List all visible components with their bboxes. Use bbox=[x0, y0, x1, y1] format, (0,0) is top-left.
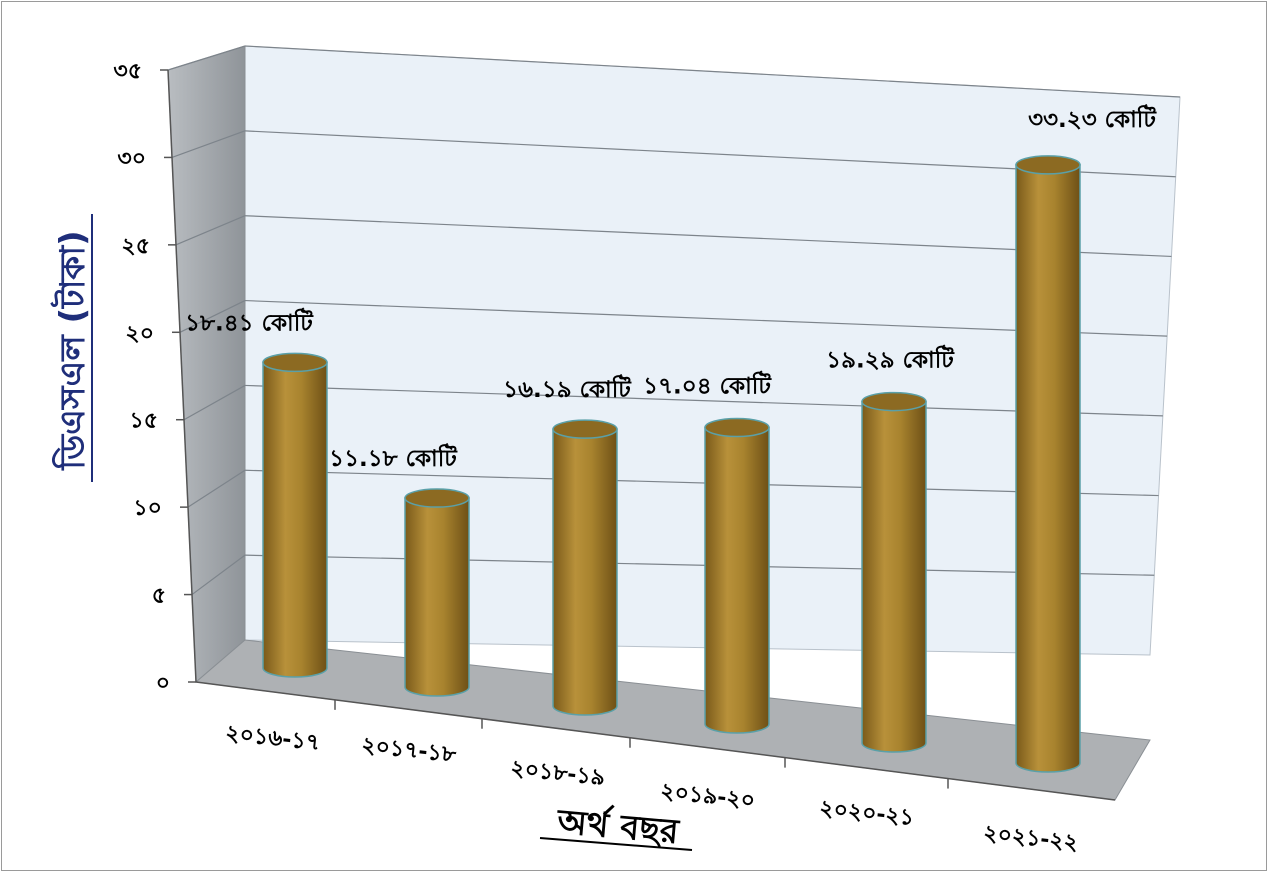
x-tick-label: ২০১৮-১৯ bbox=[509, 756, 606, 791]
y-tick-label: ১৫ bbox=[129, 409, 158, 434]
bar bbox=[262, 352, 328, 678]
y-tick-label: ২০ bbox=[125, 321, 154, 346]
x-tick-label: ২০২১-২২ bbox=[982, 821, 1079, 856]
bar bbox=[704, 417, 770, 734]
y-tick-label: ৩০ bbox=[117, 146, 146, 171]
data-label: ১৬.১৯ কোটি bbox=[503, 374, 632, 403]
gridline bbox=[244, 45, 1181, 98]
gridline bbox=[244, 299, 1168, 337]
bar bbox=[552, 419, 618, 716]
data-label: ১৭.০৪ কোটি bbox=[643, 371, 772, 400]
data-labels: ১৮.৪১ কোটি ১১.১৮ কোটি ১৬.১৯ কোটি ১৭.০৪ কোটি… bbox=[185, 104, 1157, 472]
bar bbox=[861, 391, 927, 753]
y-tick-label: ৩৫ bbox=[113, 59, 142, 84]
data-label: ১১.১৮ কোটি bbox=[329, 443, 458, 472]
data-label: ৩৩.২৩ কোটি bbox=[1028, 104, 1157, 133]
x-axis-title-underline bbox=[539, 837, 693, 851]
y-tick-label: ০ bbox=[156, 671, 170, 696]
x-tick-label: ২০১৭-১৮ bbox=[360, 733, 458, 768]
bar bbox=[404, 488, 470, 697]
y-tick-label: ৫ bbox=[152, 584, 166, 609]
chart-side-wall bbox=[167, 45, 246, 684]
gridline-side bbox=[187, 469, 246, 508]
x-tick-label: ২০২০-২১ bbox=[818, 796, 915, 831]
bars bbox=[262, 155, 1081, 773]
x-axis bbox=[195, 681, 1116, 801]
gridline-side bbox=[175, 215, 246, 246]
gridline bbox=[244, 384, 1163, 417]
y-axis-title: ডিএসএল (টাকা) bbox=[50, 230, 93, 470]
gridline bbox=[244, 554, 1155, 576]
data-label: ১৮.৪১ কোটি bbox=[185, 307, 314, 336]
data-label: ১৯.২৯ কোটি bbox=[826, 345, 955, 374]
x-tick-label: ২০১৬-১৭ bbox=[224, 721, 321, 756]
bar bbox=[1015, 155, 1081, 773]
gridline-side bbox=[167, 45, 246, 71]
y-tick-label: ১০ bbox=[133, 496, 162, 521]
chart-floor bbox=[194, 639, 1151, 801]
gridline-side bbox=[179, 300, 246, 333]
y-tick-label: ২৫ bbox=[121, 234, 150, 259]
x-tick-label: ২০১৯-২০ bbox=[659, 779, 756, 814]
gridline-side bbox=[183, 384, 246, 421]
y-axis: ০ ৫ ১০ ১৫ ২০ ২৫ ৩০ ৩৫ bbox=[113, 59, 197, 696]
gridline-side bbox=[171, 130, 246, 158]
gridlines bbox=[167, 45, 1181, 596]
gridline bbox=[244, 469, 1159, 497]
gridline-side bbox=[191, 554, 246, 596]
